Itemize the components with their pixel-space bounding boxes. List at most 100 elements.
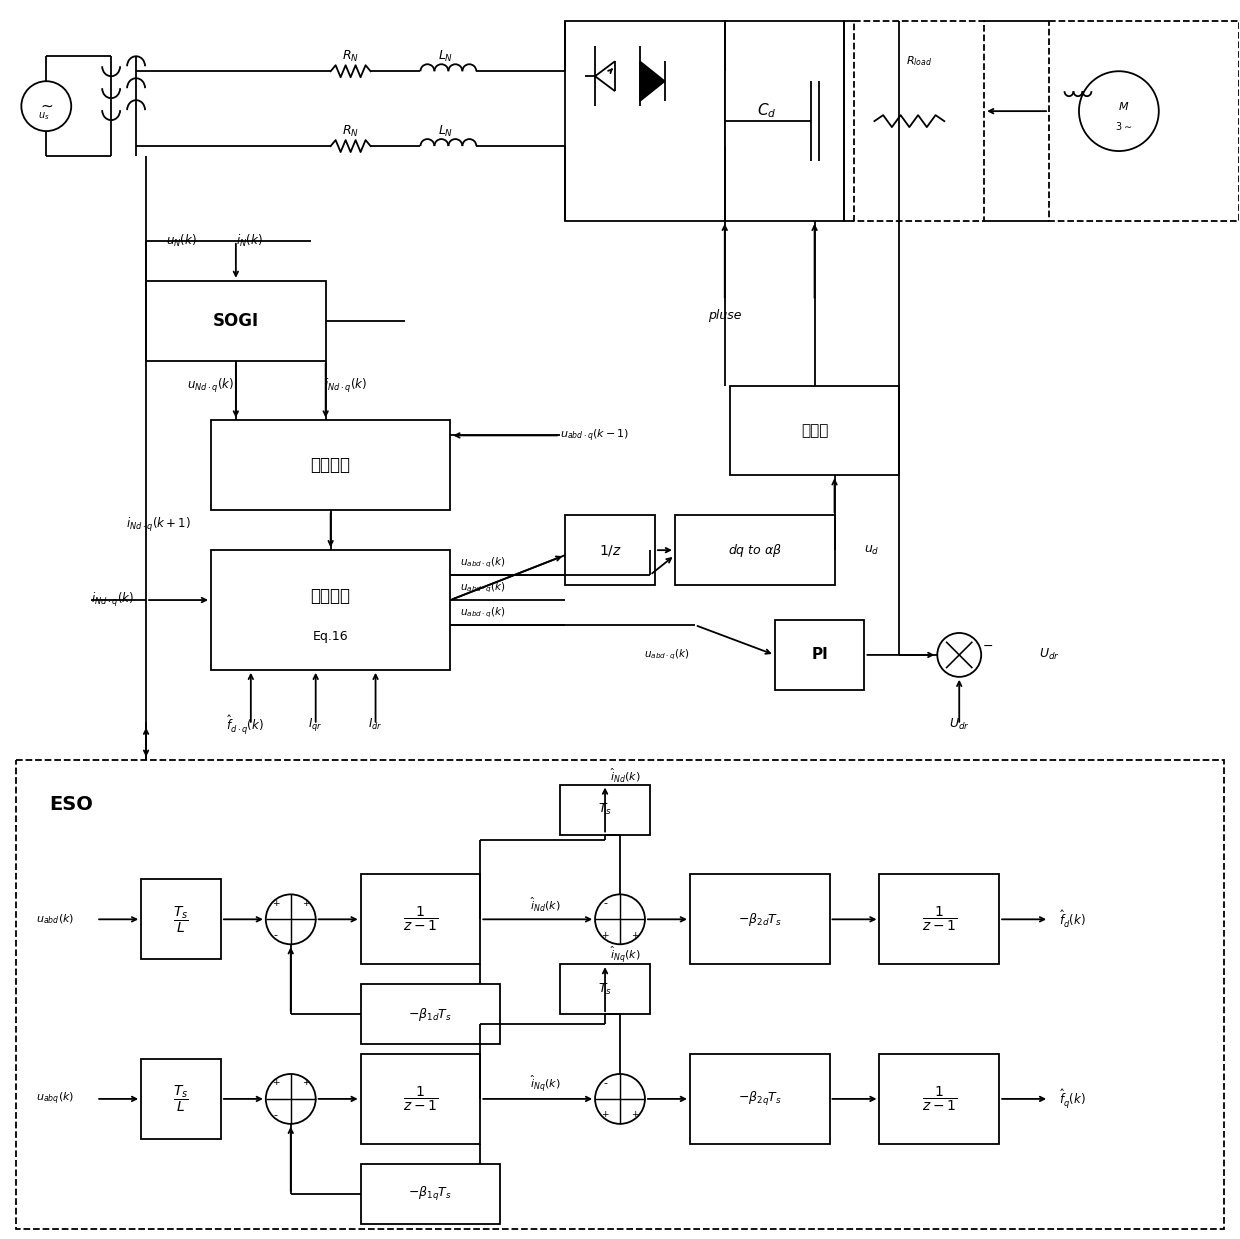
Bar — [854, 21, 985, 221]
Text: $\dfrac{T_s}{L}$: $\dfrac{T_s}{L}$ — [174, 904, 188, 934]
Bar — [146, 281, 326, 361]
Text: -: - — [274, 930, 278, 940]
Bar — [775, 620, 864, 690]
Text: $-\beta_{1q}T_s$: $-\beta_{1q}T_s$ — [408, 1184, 453, 1203]
Text: ~: ~ — [40, 99, 52, 114]
Text: $U_{dr}$: $U_{dr}$ — [949, 717, 970, 732]
Text: ESO: ESO — [50, 795, 93, 814]
Circle shape — [265, 895, 316, 944]
Text: $-\beta_{1d}T_s$: $-\beta_{1d}T_s$ — [408, 1006, 453, 1022]
Text: PI: PI — [811, 648, 828, 663]
Text: $u_s$: $u_s$ — [37, 110, 50, 121]
Text: $i_{Nd\cdot q}(k)$: $i_{Nd\cdot q}(k)$ — [324, 377, 367, 394]
Text: $C_d$: $C_d$ — [756, 102, 776, 120]
Text: +: + — [631, 930, 639, 940]
Bar — [361, 1054, 480, 1144]
Bar — [730, 385, 899, 476]
Text: $I_{dr}$: $I_{dr}$ — [368, 717, 383, 732]
Text: $1/z$: $1/z$ — [599, 543, 621, 558]
Text: +: + — [601, 930, 609, 940]
Bar — [361, 1163, 500, 1224]
Text: $u_{abq}(k)$: $u_{abq}(k)$ — [36, 1090, 74, 1108]
Text: 调制器: 调制器 — [801, 422, 828, 437]
Polygon shape — [640, 61, 665, 102]
Text: $\dfrac{1}{z-1}$: $\dfrac{1}{z-1}$ — [403, 1085, 438, 1113]
Text: $u_{Nd\cdot q}(k)$: $u_{Nd\cdot q}(k)$ — [187, 377, 234, 394]
Bar — [141, 1059, 221, 1139]
Text: +: + — [303, 1078, 310, 1088]
Text: -: - — [603, 1078, 608, 1088]
Text: $\dfrac{1}{z-1}$: $\dfrac{1}{z-1}$ — [921, 906, 957, 933]
Text: $L_N$: $L_N$ — [438, 48, 453, 64]
Bar — [361, 875, 480, 964]
Text: +: + — [601, 1110, 609, 1119]
Text: $u_d$: $u_d$ — [864, 544, 880, 556]
Text: $u_{abd\cdot q}(k)$: $u_{abd\cdot q}(k)$ — [460, 556, 506, 570]
Text: $\dfrac{T_s}{L}$: $\dfrac{T_s}{L}$ — [174, 1084, 188, 1114]
Bar — [211, 550, 450, 670]
Bar — [689, 1054, 830, 1144]
Circle shape — [595, 1074, 645, 1124]
Text: $\hat{f}_{d\cdot q}(k)$: $\hat{f}_{d\cdot q}(k)$ — [226, 714, 264, 736]
Text: 预测模型: 预测模型 — [311, 456, 351, 475]
Text: $3{\sim}$: $3{\sim}$ — [1115, 120, 1132, 133]
Text: Eq.16: Eq.16 — [312, 629, 348, 643]
Bar — [565, 515, 655, 585]
Text: $u_N(k)$: $u_N(k)$ — [166, 233, 197, 249]
Text: $i_{Nd\cdot q}(k+1)$: $i_{Nd\cdot q}(k+1)$ — [126, 517, 191, 534]
Bar — [879, 875, 999, 964]
Bar — [1049, 21, 1239, 221]
Text: $R_N$: $R_N$ — [342, 48, 360, 64]
Text: pluse: pluse — [708, 310, 742, 322]
Circle shape — [21, 82, 71, 131]
Text: $-$: $-$ — [982, 638, 993, 652]
Bar — [565, 21, 724, 221]
Text: $I_{qr}$: $I_{qr}$ — [309, 716, 322, 733]
Text: $\dfrac{1}{z-1}$: $\dfrac{1}{z-1}$ — [403, 906, 438, 933]
Text: $i_{Nd\cdot q}(k)$: $i_{Nd\cdot q}(k)$ — [92, 591, 134, 610]
Bar — [724, 21, 844, 221]
Text: -: - — [603, 898, 608, 908]
Text: $u_{abd}(k)$: $u_{abd}(k)$ — [36, 913, 74, 926]
Text: -: - — [274, 1110, 278, 1120]
Text: $\hat{i}_{Nq}(k)$: $\hat{i}_{Nq}(k)$ — [610, 944, 640, 965]
Text: 控制电压: 控制电压 — [311, 586, 351, 605]
Text: $u_{abd\cdot q}(k)$: $u_{abd\cdot q}(k)$ — [460, 581, 506, 595]
Text: $-\beta_{2d}T_s$: $-\beta_{2d}T_s$ — [738, 911, 781, 928]
Text: +: + — [631, 1110, 639, 1119]
Bar — [675, 515, 835, 585]
Text: $u_{abd\cdot q}(k)$: $u_{abd\cdot q}(k)$ — [645, 648, 689, 662]
Circle shape — [265, 1074, 316, 1124]
Text: $\hat{f}_q(k)$: $\hat{f}_q(k)$ — [1059, 1088, 1086, 1110]
Text: +: + — [272, 898, 279, 908]
Circle shape — [937, 633, 981, 676]
Text: $U_{dr}$: $U_{dr}$ — [1039, 647, 1060, 663]
Text: $\hat{i}_{Nq}(k)$: $\hat{i}_{Nq}(k)$ — [531, 1073, 560, 1094]
Text: $T_s$: $T_s$ — [598, 981, 613, 996]
Text: +: + — [303, 898, 310, 908]
Text: $u_{abd\cdot q}(k)$: $u_{abd\cdot q}(k)$ — [460, 606, 506, 621]
Bar — [211, 420, 450, 510]
Text: $dq\ to\ \alpha\beta$: $dq\ to\ \alpha\beta$ — [728, 541, 782, 559]
Text: $R_N$: $R_N$ — [342, 124, 360, 139]
Circle shape — [1079, 71, 1159, 151]
Bar — [879, 1054, 999, 1144]
Bar — [560, 784, 650, 835]
Bar — [560, 964, 650, 1014]
Text: $L_N$: $L_N$ — [438, 124, 453, 139]
Text: $\hat{i}_{Nd}(k)$: $\hat{i}_{Nd}(k)$ — [531, 896, 560, 913]
Bar — [16, 760, 1224, 1229]
Text: +: + — [272, 1078, 279, 1088]
Text: $T_s$: $T_s$ — [598, 802, 613, 818]
Text: $u_{abd\cdot q}(k-1)$: $u_{abd\cdot q}(k-1)$ — [560, 427, 630, 444]
Text: SOGI: SOGI — [213, 312, 259, 330]
Text: $R_{load}$: $R_{load}$ — [906, 55, 932, 68]
Bar — [689, 875, 830, 964]
Text: $\hat{f}_d(k)$: $\hat{f}_d(k)$ — [1059, 908, 1086, 929]
Text: $M$: $M$ — [1118, 100, 1130, 113]
Text: $\hat{i}_{Nd}(k)$: $\hat{i}_{Nd}(k)$ — [610, 766, 640, 783]
Circle shape — [595, 895, 645, 944]
Bar — [141, 880, 221, 959]
Text: $\dfrac{1}{z-1}$: $\dfrac{1}{z-1}$ — [921, 1085, 957, 1113]
Bar — [361, 984, 500, 1044]
